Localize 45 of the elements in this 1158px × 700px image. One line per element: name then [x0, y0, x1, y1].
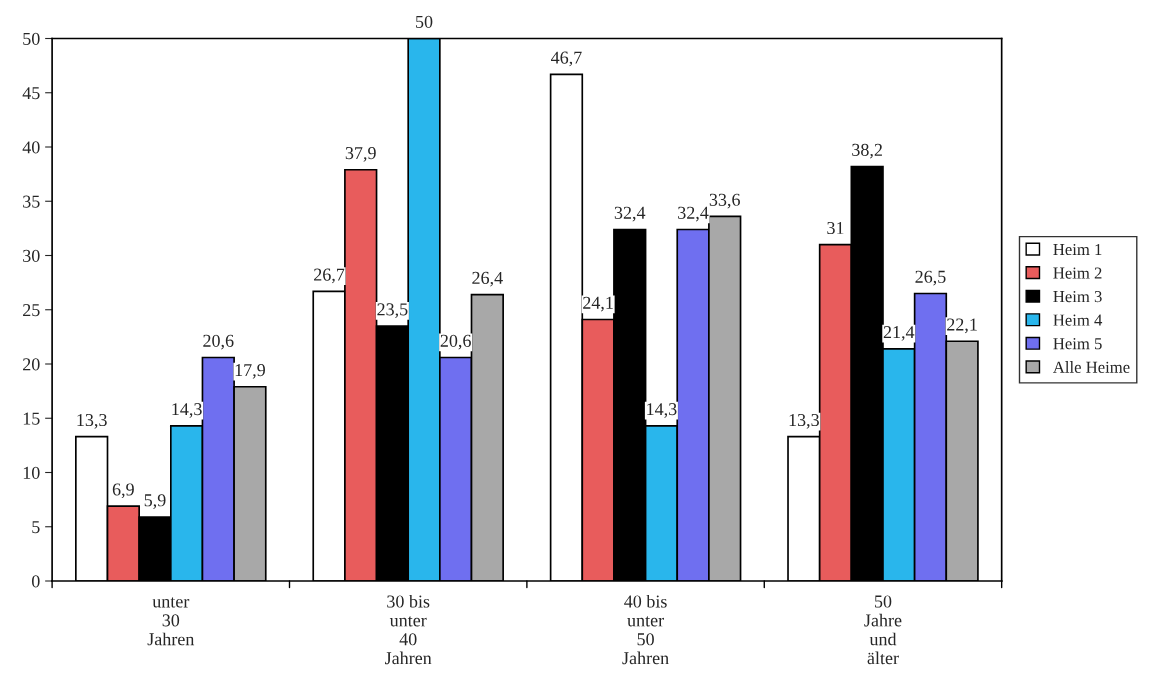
- data-label: 5,9: [144, 494, 166, 509]
- data-label: 46,7: [551, 51, 582, 67]
- data-label: 24,1: [583, 296, 613, 312]
- data-label: 31: [827, 221, 844, 235]
- data-label: 14,3: [647, 403, 677, 418]
- data-label: 26,5: [915, 270, 946, 286]
- legend-label: Heim 1: [1053, 243, 1102, 256]
- x-tick-label: 30 bis unter 40 Jahren: [385, 594, 432, 665]
- data-label: 21,4: [883, 326, 915, 341]
- data-label: 14,3: [172, 403, 202, 418]
- legend-label: Heim 3: [1053, 291, 1102, 303]
- y-tick-label: 25: [23, 304, 40, 317]
- data-label: 38,2: [852, 143, 882, 159]
- x-tick-label: 40 bis unter 50 Jahren: [622, 594, 669, 665]
- y-tick-label: 35: [23, 195, 40, 208]
- data-label: 17,9: [235, 364, 265, 379]
- y-tick-label: 0: [31, 575, 40, 588]
- data-label: 32,4: [678, 206, 709, 222]
- x-tick-label: 50 Jahre und älter: [864, 595, 902, 665]
- data-label: 50: [416, 15, 433, 28]
- y-tick-label: 45: [22, 87, 40, 100]
- y-tick-label: 40: [22, 141, 40, 154]
- data-label: 20,6: [440, 334, 471, 350]
- legend-label: Alle Heime: [1053, 361, 1130, 373]
- data-label: 13,3: [789, 413, 819, 429]
- y-tick-label: 30: [23, 249, 40, 262]
- data-label: 20,6: [203, 334, 234, 350]
- legend-label: Heim 4: [1053, 314, 1103, 326]
- data-label: 6,9: [112, 483, 134, 499]
- data-label: 26,4: [472, 271, 503, 287]
- legend-label: Heim 2: [1053, 267, 1102, 279]
- data-label: 23,5: [377, 303, 408, 319]
- data-label: 13,3: [77, 413, 107, 429]
- data-label: 26,7: [314, 268, 345, 284]
- data-label: 22,1: [947, 318, 977, 334]
- x-tick-label: unter 30 Jahren: [147, 597, 195, 646]
- data-label: 32,4: [614, 206, 646, 222]
- legend-label: Heim 5: [1053, 338, 1102, 350]
- y-tick-label: 15: [23, 412, 40, 425]
- y-tick-label: 50: [23, 32, 40, 45]
- y-tick-label: 10: [23, 466, 40, 479]
- data-label: 33,6: [709, 193, 740, 209]
- y-tick-label: 20: [23, 358, 40, 371]
- y-tick-label: 5: [32, 521, 40, 534]
- data-label: 37,9: [345, 147, 376, 162]
